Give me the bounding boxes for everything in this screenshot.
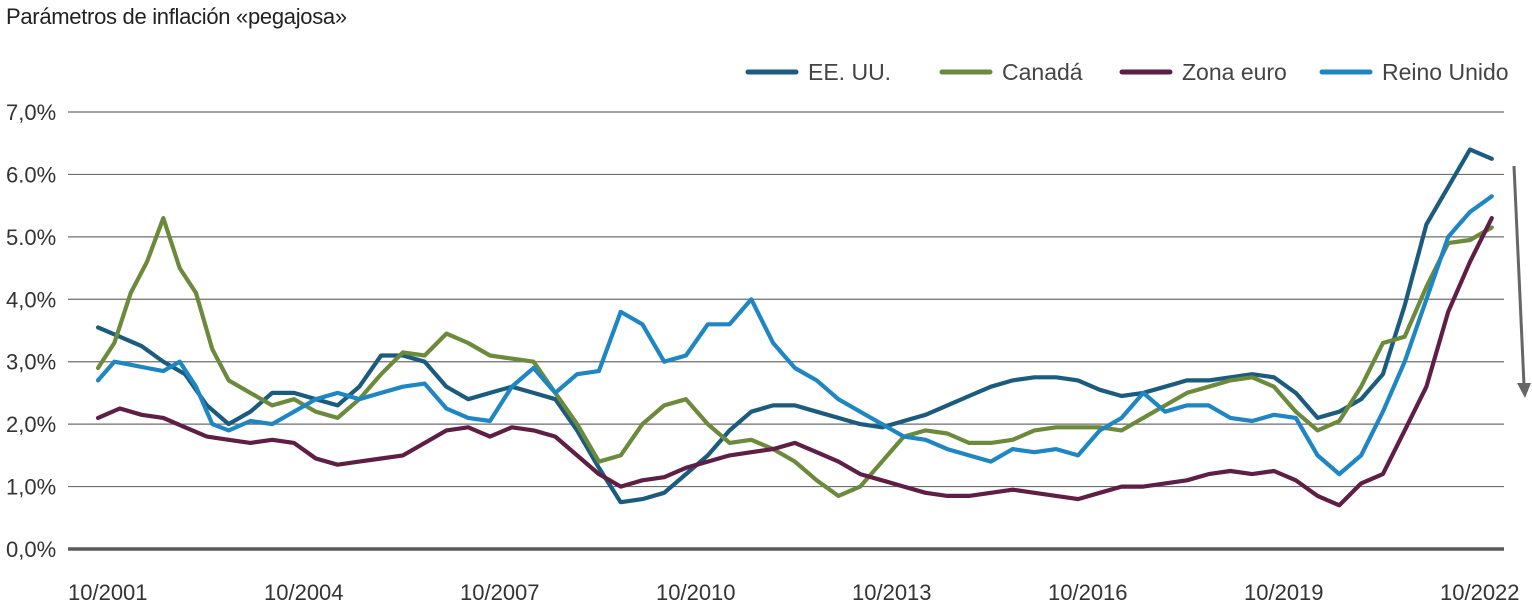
x-tick-label: 10/2010	[656, 580, 736, 605]
annotations	[1512, 165, 1531, 398]
series-line-0	[95, 147, 1494, 505]
y-tick-label: 6.0%	[6, 162, 56, 187]
chart-title: Parámetros de inflación «pegajosa»	[6, 4, 347, 29]
series-line-2	[95, 216, 1494, 508]
y-tick-label: 7,0%	[6, 100, 56, 125]
series-line-3	[95, 194, 1494, 477]
legend-label: Reino Unido	[1382, 59, 1509, 85]
legend-label: Canadá	[1002, 59, 1083, 85]
x-axis-ticks: 10/2001 10/2004 10/2007 10/2010 10/2013 10/20…	[68, 580, 1520, 605]
x-tick-label: 10/2001	[68, 580, 148, 605]
legend-label: EE. UU.	[808, 59, 891, 85]
x-tick-label: 10/2022	[1440, 580, 1520, 605]
y-tick-label: 4,0%	[6, 287, 56, 312]
y-tick-label: 2,0%	[6, 412, 56, 437]
x-tick-label: 10/2013	[852, 580, 932, 605]
x-tick-label: 10/2004	[264, 580, 344, 605]
x-tick-label: 10/2016	[1048, 580, 1128, 605]
legend-label: Zona euro	[1182, 59, 1287, 85]
y-tick-label: 3,0%	[6, 350, 56, 375]
gridlines	[68, 111, 1504, 551]
x-tick-label: 10/2007	[460, 580, 540, 605]
y-tick-label: 0,0%	[6, 537, 56, 562]
y-tick-label: 5.0%	[6, 225, 56, 250]
y-tick-label: 1,0%	[6, 475, 56, 500]
y-axis-ticks: 0,0% 1,0% 2,0% 3,0% 4,0% 5.0% 6.0% 7,0%	[6, 100, 56, 562]
down-arrow-shaft	[1512, 165, 1526, 386]
series-lines	[95, 147, 1494, 508]
x-tick-label: 10/2019	[1244, 580, 1324, 605]
legend: EE. UU. Canadá Zona euro Reino Unido	[745, 59, 1509, 85]
down-arrow-icon	[1517, 383, 1531, 398]
